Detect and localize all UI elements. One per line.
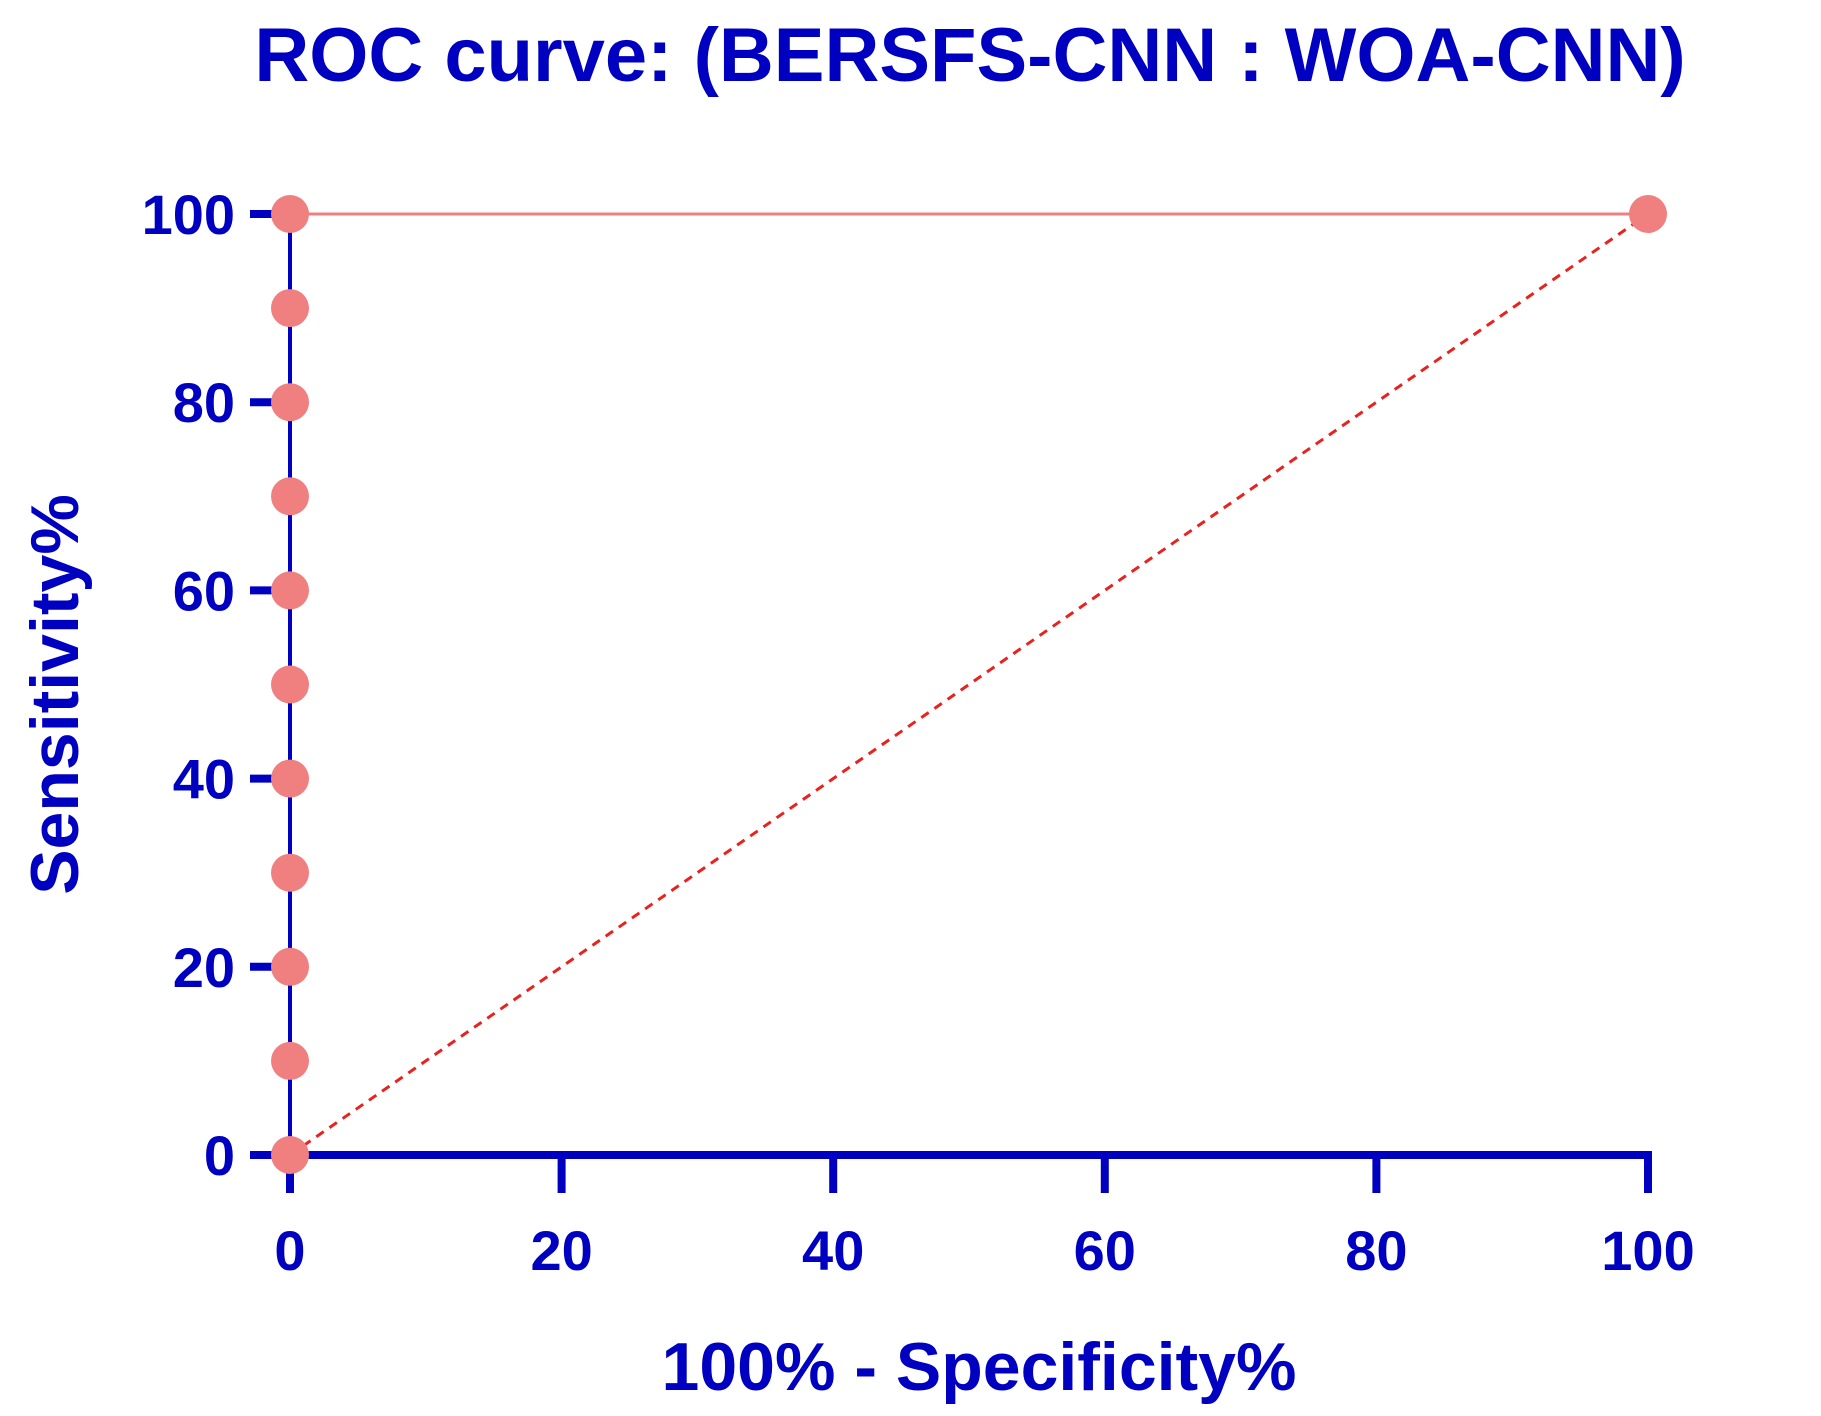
y-tick-label: 0 [204, 1124, 235, 1187]
roc-data-point [271, 759, 309, 798]
y-tick-label: 80 [173, 371, 235, 434]
roc-data-point [1629, 195, 1667, 233]
roc-data-point [271, 289, 309, 328]
roc-data-point [271, 1136, 309, 1174]
roc-data-point [271, 571, 309, 610]
x-tick-label: 100 [1601, 1219, 1694, 1282]
roc-data-point [271, 853, 309, 892]
x-tick-label: 20 [530, 1219, 592, 1282]
y-tick-label: 100 [142, 183, 235, 246]
x-tick-label: 40 [802, 1219, 864, 1282]
roc-data-point [271, 195, 309, 233]
roc-data-point [271, 665, 309, 704]
reference-line [289, 212, 1649, 1157]
roc-data-point [271, 477, 309, 516]
roc-data-point [271, 1041, 309, 1080]
chart-title: ROC curve: (BERSFS-CNN : WOA-CNN) [254, 13, 1686, 98]
x-tick-label: 60 [1074, 1219, 1136, 1282]
y-tick-label: 60 [173, 559, 235, 622]
roc-data-point [271, 383, 309, 422]
x-tick-label: 0 [274, 1219, 305, 1282]
x-tick-label: 80 [1345, 1219, 1407, 1282]
x-axis-label: 100% - Specificity% [662, 1329, 1297, 1405]
y-tick-label: 20 [173, 936, 235, 999]
y-tick-label: 40 [173, 748, 235, 811]
roc-data-point [271, 947, 309, 986]
y-axis-label: Sensitivity% [17, 494, 93, 895]
